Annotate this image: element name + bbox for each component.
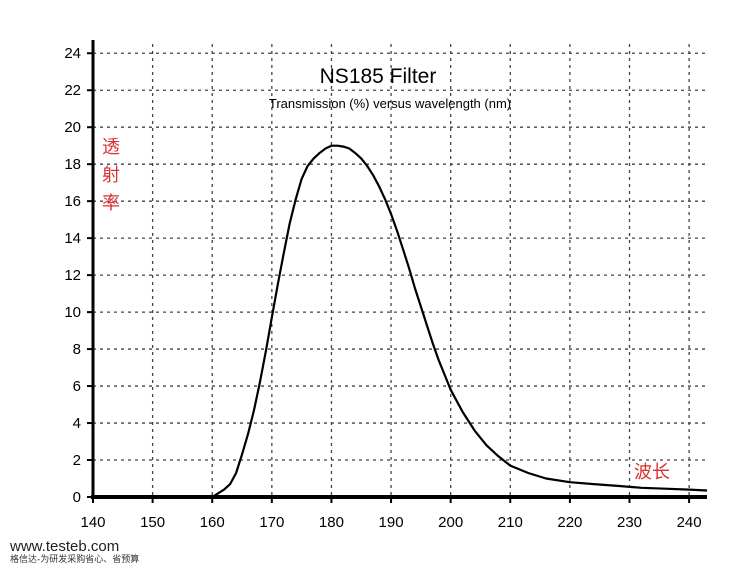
series <box>211 144 708 498</box>
x-axis-label: 波长 <box>634 462 670 483</box>
x-tick-label: 180 <box>319 514 344 531</box>
axes <box>87 40 707 503</box>
y-axis-label-char: 率 <box>102 193 120 214</box>
x-tick-label: 170 <box>259 514 284 531</box>
y-tick-label: 10 <box>64 304 81 321</box>
chart-title: NS185 Filter <box>320 65 437 88</box>
y-axis-label-char: 射 <box>102 165 120 186</box>
x-tick-label: 220 <box>557 514 582 531</box>
y-tick-label: 16 <box>64 193 81 210</box>
y-tick-label: 2 <box>73 452 81 469</box>
chart-subtitle: Transmission (%) versus wavelength (nm) <box>269 96 511 111</box>
y-axis-label: 透射率 <box>102 137 120 214</box>
x-tick-label: 190 <box>379 514 404 531</box>
x-tick-label: 160 <box>200 514 225 531</box>
y-axis-label-char: 透 <box>102 137 120 158</box>
x-tick-label: 230 <box>617 514 642 531</box>
transmission-curve <box>211 144 708 498</box>
x-tick-label: 240 <box>677 514 702 531</box>
y-tick-label: 8 <box>73 341 81 358</box>
x-tick-label: 200 <box>438 514 463 531</box>
watermark: www.testeb.com 格信达-为研发采购省心、省预算 <box>10 538 139 566</box>
y-tick-label: 20 <box>64 119 81 136</box>
y-tick-label: 18 <box>64 156 81 173</box>
y-tick-label: 0 <box>73 489 81 506</box>
y-tick-label: 6 <box>73 378 81 395</box>
watermark-url: www.testeb.com <box>10 538 120 555</box>
y-tick-label: 4 <box>73 415 81 432</box>
y-tick-label: 12 <box>64 267 81 284</box>
watermark-tagline: 格信达-为研发采购省心、省预算 <box>10 555 140 566</box>
x-tick-label: 210 <box>498 514 523 531</box>
y-tick-label: 22 <box>64 82 81 99</box>
x-tick-label: 150 <box>140 514 165 531</box>
y-tick-label: 24 <box>64 45 81 62</box>
x-tick-label: 140 <box>80 514 105 531</box>
grid <box>93 44 707 497</box>
y-tick-label: 14 <box>64 230 81 247</box>
